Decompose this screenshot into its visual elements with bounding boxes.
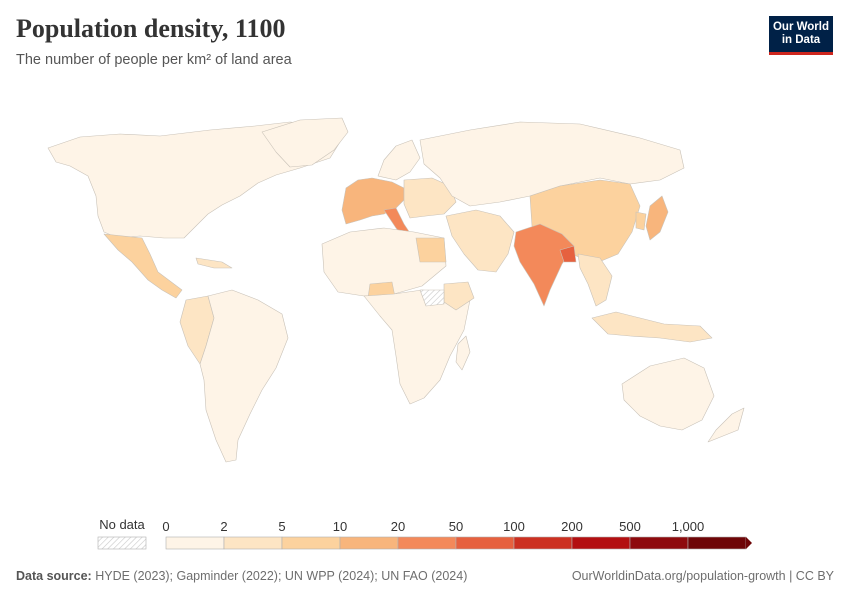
legend-bin[interactable] xyxy=(223,536,283,550)
footer-credit[interactable]: OurWorldinData.org/population-growth | C… xyxy=(571,569,834,583)
source-text: HYDE (2023); Gapminder (2022); UN WPP (2… xyxy=(95,569,468,583)
legend-bin[interactable] xyxy=(629,536,689,550)
region-new-zealand[interactable] xyxy=(707,407,745,443)
footer-source: Data source: HYDE (2023); Gapminder (202… xyxy=(16,569,467,583)
legend-bin[interactable] xyxy=(571,536,631,550)
legend-tick-label: 1,000 xyxy=(672,519,705,534)
legend-tick-label: 0 xyxy=(162,519,169,534)
region-russia-central-asia[interactable] xyxy=(419,121,685,207)
chart-subtitle: The number of people per km² of land are… xyxy=(16,52,292,68)
region-india[interactable] xyxy=(513,223,575,307)
legend-tick-label: 100 xyxy=(503,519,525,534)
chart-title: Population density, 1100 xyxy=(16,14,286,43)
region-japan[interactable] xyxy=(645,195,669,241)
owid-logo[interactable]: Our World in Data xyxy=(769,16,833,55)
region-madagascar[interactable] xyxy=(455,335,471,371)
logo-line-2: in Data xyxy=(781,34,821,46)
region-mexico[interactable] xyxy=(103,233,183,299)
legend-bin[interactable] xyxy=(397,536,457,550)
legend-bin[interactable] xyxy=(281,536,341,550)
legend-no-data-swatch xyxy=(97,536,147,550)
legend-tick-label: 20 xyxy=(391,519,405,534)
region-eastern-europe[interactable] xyxy=(403,177,457,219)
region-sudan-no-data[interactable] xyxy=(419,289,445,307)
legend-bin[interactable] xyxy=(513,536,573,550)
legend-no-data-label: No data xyxy=(99,517,145,532)
region-north-africa[interactable] xyxy=(321,227,447,297)
source-label: Data source: xyxy=(16,569,92,583)
legend-tick-label: 50 xyxy=(449,519,463,534)
region-southeast-asia[interactable] xyxy=(577,253,613,307)
legend-tick-label: 200 xyxy=(561,519,583,534)
legend-bin[interactable] xyxy=(339,536,399,550)
region-greenland[interactable] xyxy=(261,117,349,168)
legend-tick-label: 2 xyxy=(220,519,227,534)
region-korea[interactable] xyxy=(635,211,647,231)
logo-line-1: Our World xyxy=(772,21,829,33)
legend-bin[interactable] xyxy=(165,536,225,550)
region-australia[interactable] xyxy=(621,357,715,431)
region-indonesia[interactable] xyxy=(591,311,713,343)
legend-bin[interactable] xyxy=(455,536,515,550)
legend-tick-label: 10 xyxy=(333,519,347,534)
region-egypt[interactable] xyxy=(415,237,447,263)
region-scandinavia[interactable] xyxy=(377,139,421,181)
region-middle-east[interactable] xyxy=(445,209,515,273)
legend-tick-label: 500 xyxy=(619,519,641,534)
legend-tick-label: 5 xyxy=(278,519,285,534)
legend-arrow xyxy=(746,537,752,549)
region-caribbean[interactable] xyxy=(195,257,233,269)
region-bangladesh[interactable] xyxy=(559,245,577,263)
region-north-america[interactable] xyxy=(47,121,341,239)
region-south-america[interactable] xyxy=(199,289,289,463)
legend-bin[interactable] xyxy=(687,536,747,550)
legend: 0 2 5 10 20 50 100 200 500 1,000 xyxy=(97,519,752,550)
